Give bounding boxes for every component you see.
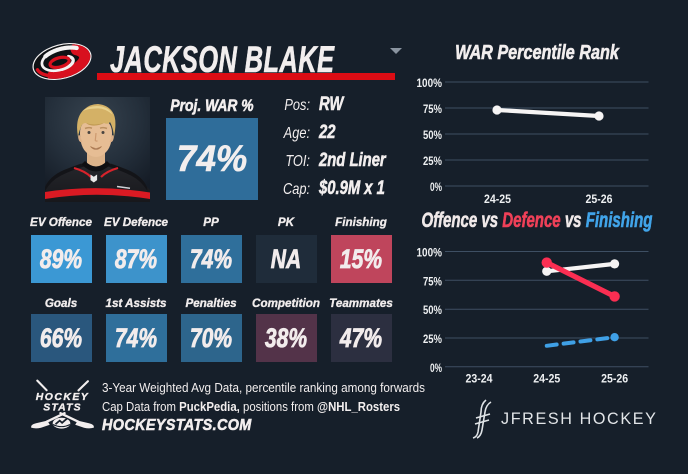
svg-text:100%: 100% [417, 76, 443, 90]
svg-text:24-25: 24-25 [533, 372, 560, 386]
svg-text:STATS: STATS [43, 403, 82, 414]
svg-text:25%: 25% [423, 154, 442, 168]
svg-text:100%: 100% [417, 246, 443, 260]
svg-text:0%: 0% [430, 361, 442, 375]
svg-text:75%: 75% [423, 102, 442, 116]
svg-text:25-26: 25-26 [601, 372, 628, 386]
svg-text:75%: 75% [423, 274, 442, 288]
svg-text:25%: 25% [423, 332, 442, 346]
svg-text:25-26: 25-26 [586, 192, 613, 206]
svg-text:50%: 50% [423, 128, 442, 142]
svg-text:0%: 0% [430, 180, 442, 194]
svg-text:50%: 50% [423, 303, 442, 317]
svg-text:HOCKEY: HOCKEY [36, 392, 89, 403]
svg-text:24-25: 24-25 [484, 192, 511, 206]
svg-text:23-24: 23-24 [466, 372, 493, 386]
